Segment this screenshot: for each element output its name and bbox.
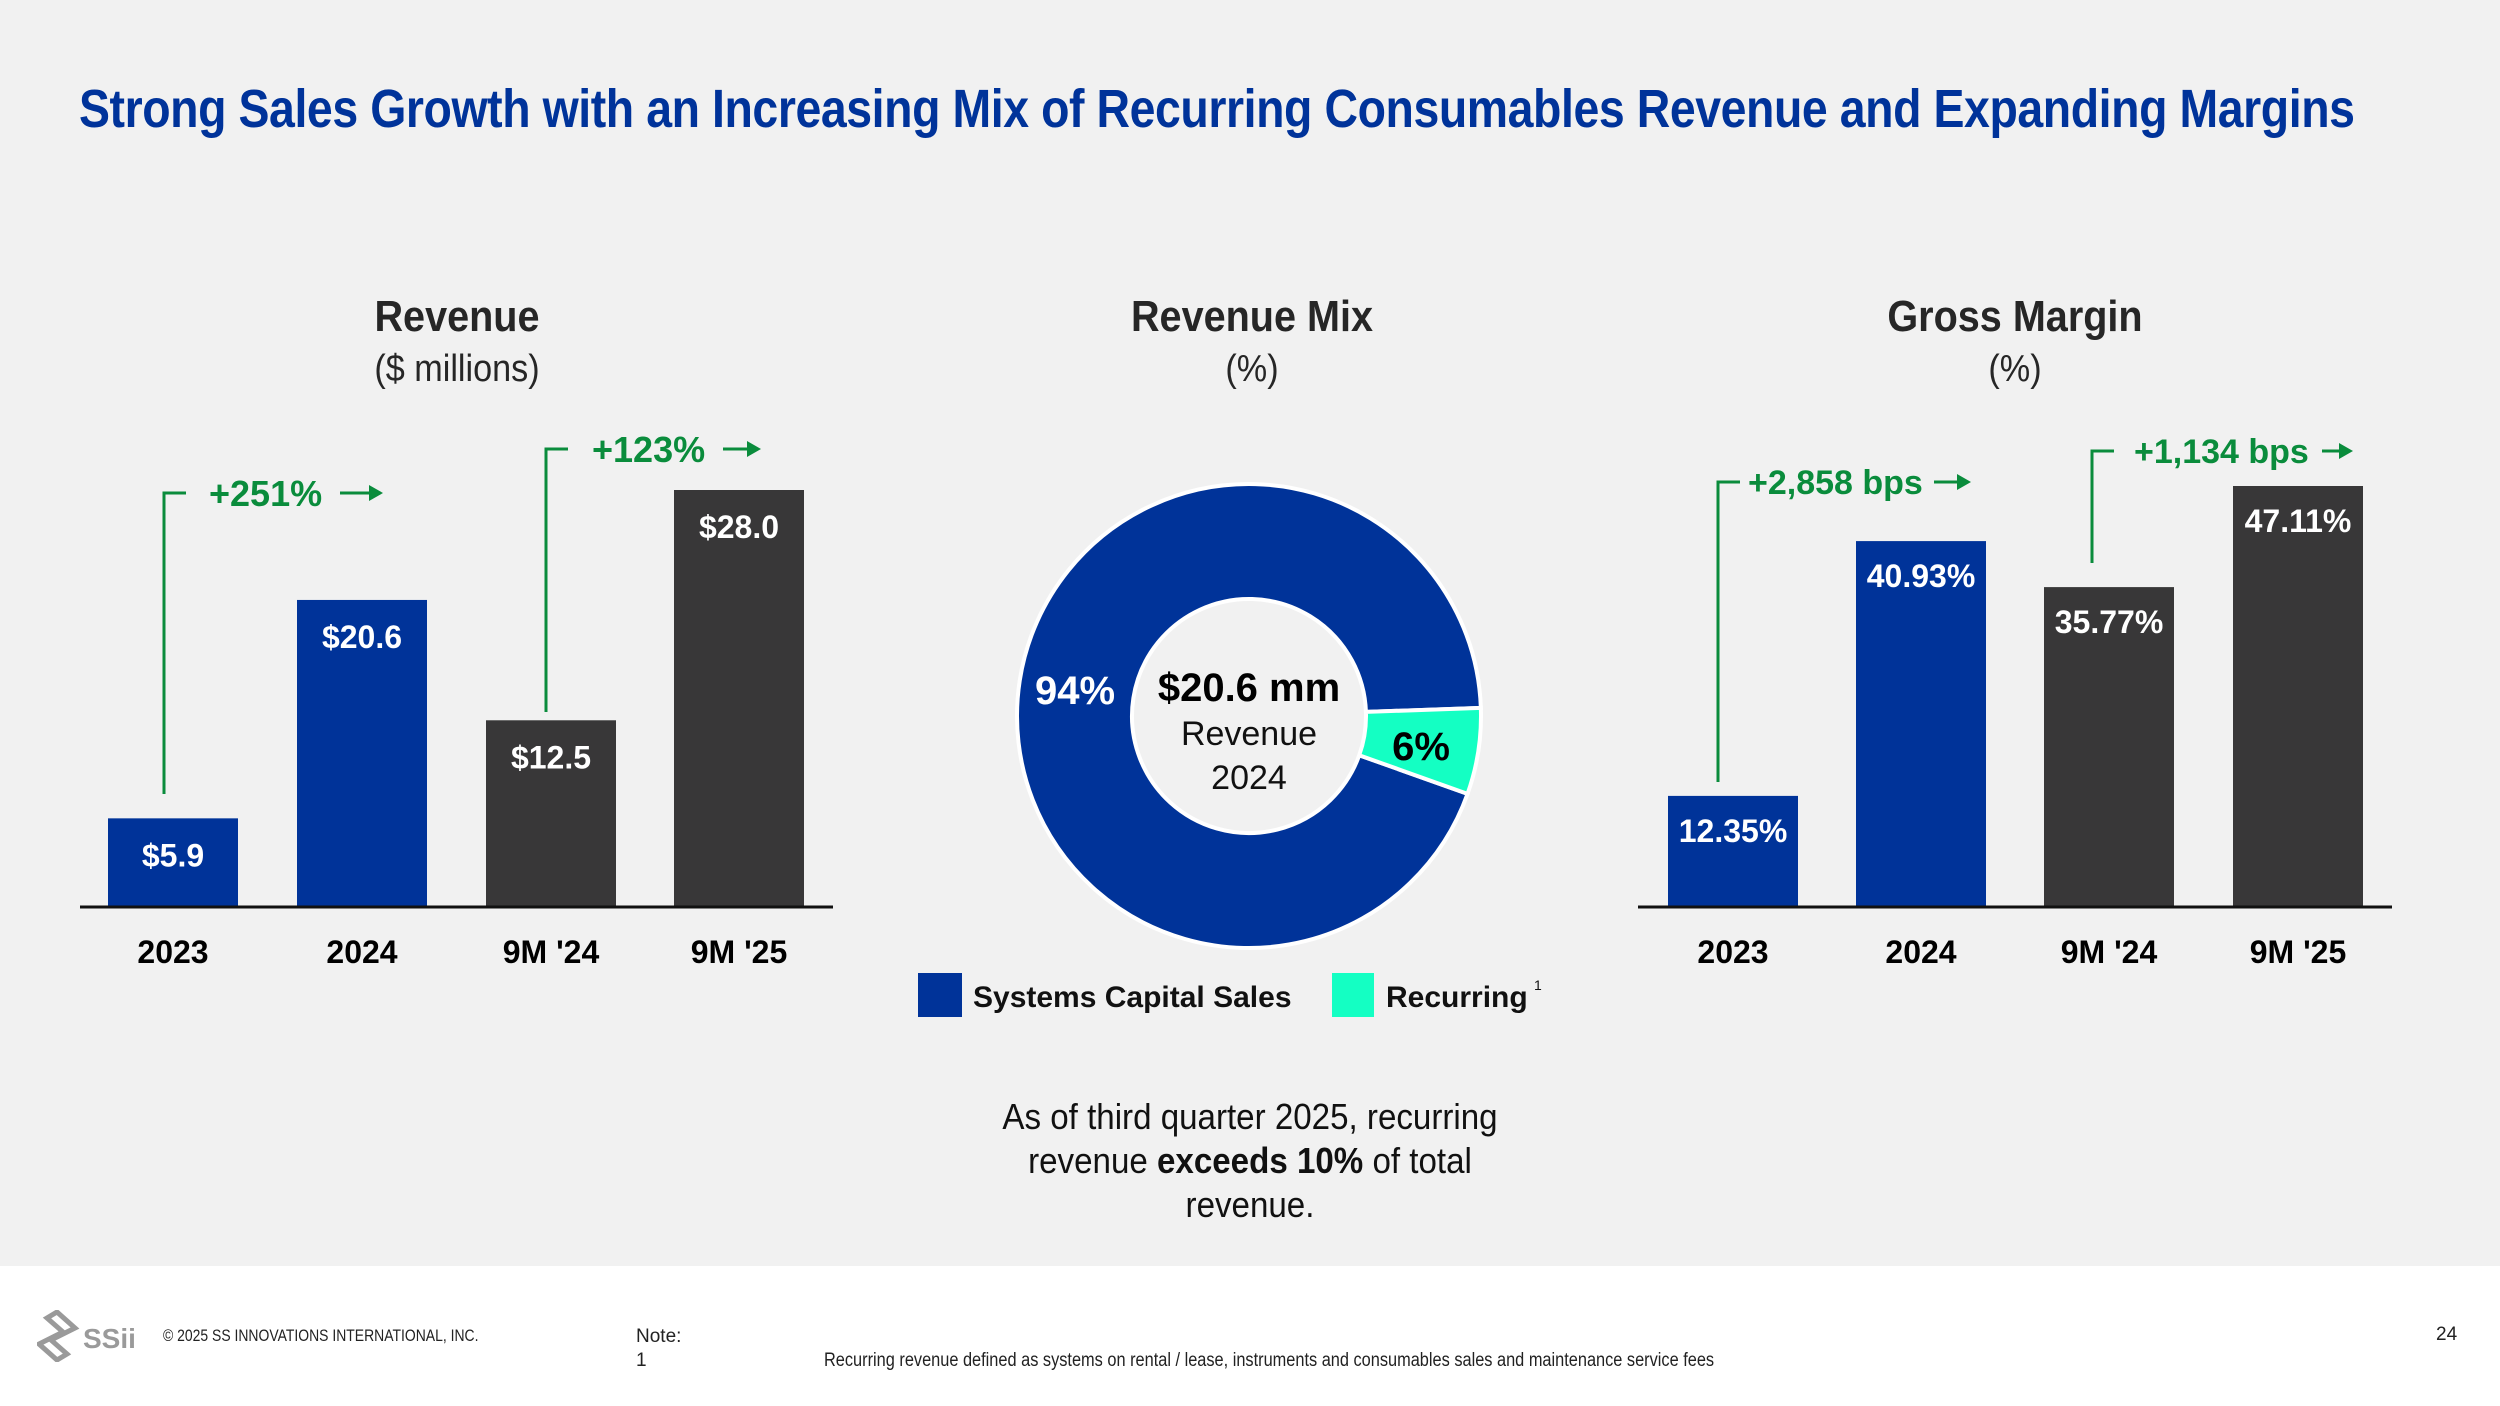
donut-center-line2: 2024 <box>1211 759 1287 797</box>
x-tick-label: 2023 <box>137 934 208 970</box>
arrowhead-icon <box>747 441 761 457</box>
x-tick-label: 9M '25 <box>2250 934 2347 970</box>
bar-value-label: 12.35% <box>1679 813 1788 849</box>
donut-slice-recurring <box>1356 705 1483 797</box>
legend-label-recurring: Recurring <box>1386 981 1528 1014</box>
donut-center-line1: Revenue <box>1181 715 1317 753</box>
growth-bracket-line <box>1716 480 1740 782</box>
margin-chart-title: Gross Margin <box>1887 292 2143 341</box>
note-label: Note: <box>636 1326 682 1347</box>
mix-chart-title: Revenue Mix <box>1130 292 1374 341</box>
copyright-text: © 2025 SS INNOVATIONS INTERNATIONAL, INC… <box>163 1326 479 1345</box>
ssii-logo-icon: SSii <box>37 1310 136 1362</box>
growth-bracket-line <box>544 447 568 712</box>
growth-bracket-line <box>2090 449 2114 563</box>
legend-footnote-marker: 1 <box>1534 977 1542 993</box>
legend-label-systems: Systems Capital Sales <box>973 981 1292 1014</box>
growth-bracket-line <box>162 491 186 794</box>
x-tick-label: 2024 <box>326 934 397 970</box>
bar-9m25 <box>674 490 804 906</box>
bar-2023 <box>108 818 238 906</box>
donut-slice-systems-capital-sales <box>1015 482 1483 950</box>
bar-value-label: $5.9 <box>142 837 204 873</box>
page-number: 24 <box>2436 1324 2458 1345</box>
growth-annotation-label: +2,858 bps <box>1748 464 1923 502</box>
slide-title: Strong Sales Growth with an Increasing M… <box>79 79 2355 139</box>
footnote-number: 1 <box>636 1350 647 1371</box>
bar-value-label: 47.11% <box>2245 503 2352 539</box>
bar-value-label: 35.77% <box>2055 604 2164 640</box>
arrowhead-icon <box>369 485 383 501</box>
bar-value-label: 40.93% <box>1867 558 1976 594</box>
x-tick-label: 9M '24 <box>503 934 600 970</box>
callout-text-2: of total revenue. <box>1185 1140 1472 1225</box>
revenue-bar-chart: $5.9 2023 $20.6 2024 $12.5 9M '24 $28.0 9M '25 +… <box>80 429 833 970</box>
bar-value-label: $20.6 <box>322 619 402 655</box>
bar-9m24 <box>486 720 616 906</box>
revenue-chart-title: Revenue <box>374 292 540 341</box>
margin-chart-subtitle: (%) <box>1988 348 2042 390</box>
callout-emphasis: exceeds 10% <box>1157 1140 1364 1181</box>
footnote-text: Recurring revenue defined as systems on … <box>824 1350 1715 1371</box>
x-tick-label: 2024 <box>1885 934 1956 970</box>
bar-9m24 <box>2044 587 2174 906</box>
bar-2023 <box>1668 795 1798 906</box>
footer: SSii © 2025 SS INNOVATIONS INTERNATIONAL… <box>0 1266 2500 1406</box>
bar-value-label: $12.5 <box>511 739 591 775</box>
growth-annotation-label: +1,134 bps <box>2134 433 2309 471</box>
growth-annotation-label: +123% <box>592 429 705 470</box>
growth-annotation-label: +251% <box>209 473 322 514</box>
gross-margin-bar-chart: 12.35% 2023 40.93% 2024 35.77% 9M '24 47.11% 9M… <box>1638 433 2392 970</box>
charts-canvas: $5.9 2023 $20.6 2024 $12.5 9M '24 $28.0 9M '25 +… <box>80 429 2392 1017</box>
donut-center-value: $20.6 mm <box>1158 666 1340 710</box>
bar-value-label: $28.0 <box>699 509 779 545</box>
logo-text: SSii <box>83 1323 136 1354</box>
bar-9m25 <box>2233 486 2363 906</box>
x-tick-label: 9M '24 <box>2061 934 2158 970</box>
revenue-chart-subtitle: ($ millions) <box>374 348 540 390</box>
recurring-revenue-callout: As of third quarter 2025, recurring reve… <box>983 1095 1517 1227</box>
revenue-mix-donut: 94% 6% $20.6 mm Revenue 2024 Systems Capital … <box>918 482 1542 1017</box>
x-tick-label: 2023 <box>1697 934 1768 970</box>
slice-label-recurring: 6% <box>1392 725 1450 769</box>
legend-swatch-systems <box>918 973 962 1017</box>
mix-chart-subtitle: (%) <box>1225 348 1279 390</box>
x-tick-label: 9M '25 <box>691 934 788 970</box>
arrowhead-icon <box>1957 474 1971 490</box>
bar-2024 <box>1856 541 1986 906</box>
arrowhead-icon <box>2339 443 2353 459</box>
legend-swatch-recurring <box>1332 973 1374 1017</box>
callout-text-1: As of third quarter 2025, recurring reve… <box>1002 1096 1498 1181</box>
slice-label-systems: 94% <box>1035 669 1115 713</box>
bar-2024 <box>297 599 427 906</box>
